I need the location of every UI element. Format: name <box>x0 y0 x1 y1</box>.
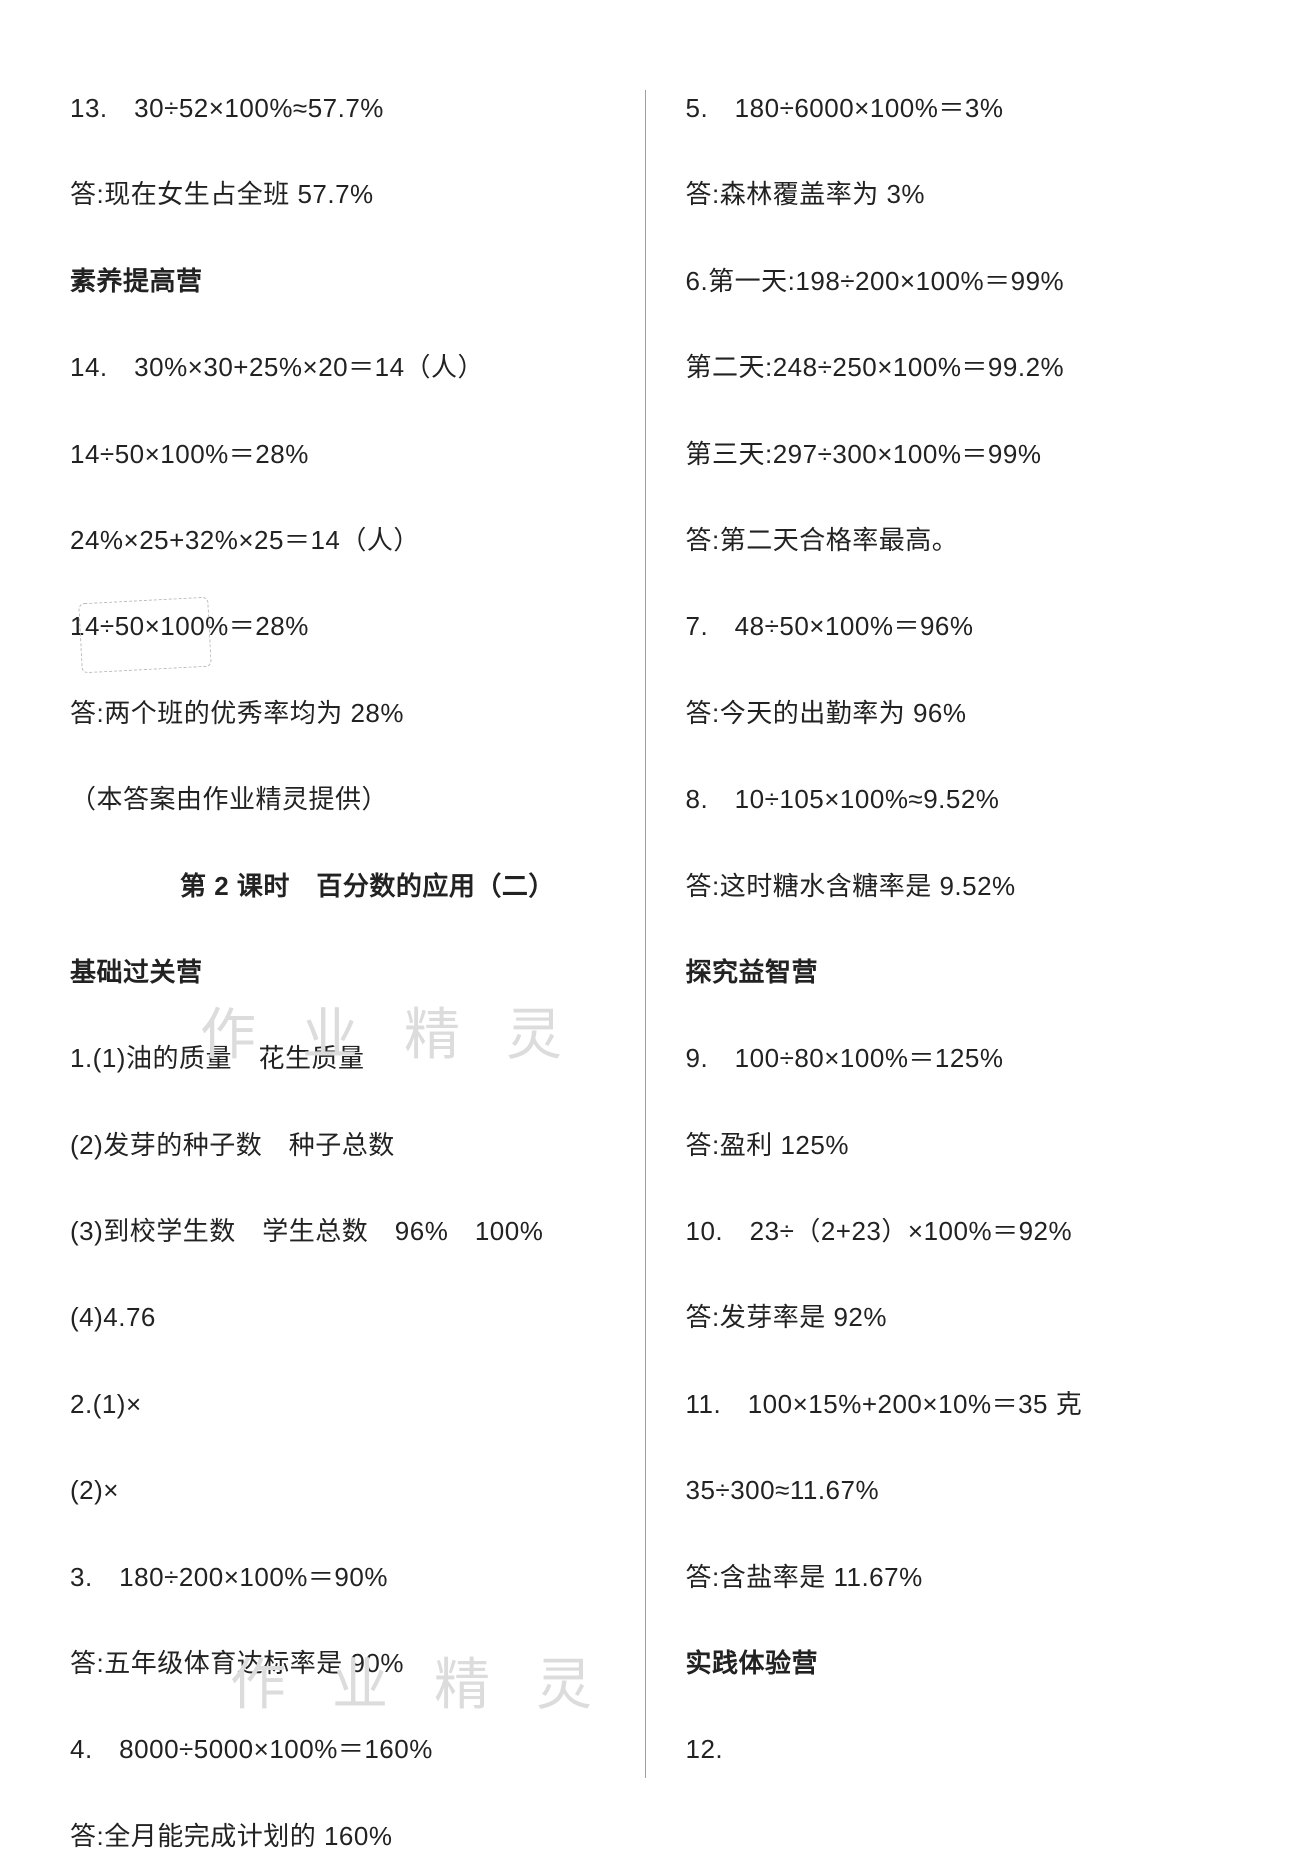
left-column: 13. 30÷52×100%≈57.7% 答:现在女生占全班 57.7% 素养提… <box>70 90 646 1778</box>
q7-answer: 答:今天的出勤率为 96% <box>686 695 1231 731</box>
q1-3: (3)到校学生数 学生总数 96% 100% <box>70 1213 615 1249</box>
q4-answer: 答:全月能完成计划的 160% <box>70 1818 615 1854</box>
q8-answer: 答:这时糖水含糖率是 9.52% <box>686 868 1231 904</box>
q9-eq: 9. 100÷80×100%＝125% <box>686 1040 1231 1076</box>
q14-eq2: 14÷50×100%＝28% <box>70 436 615 472</box>
q11-eq2: 35÷300≈11.67% <box>686 1472 1231 1508</box>
q6-day1: 6.第一天:198÷200×100%＝99% <box>686 263 1231 299</box>
q8-eq: 8. 10÷105×100%≈9.52% <box>686 781 1231 817</box>
q11-eq1: 11. 100×15%+200×10%＝35 克 <box>686 1386 1231 1422</box>
q1-2: (2)发芽的种子数 种子总数 <box>70 1127 615 1163</box>
q2-1: 2.(1)× <box>70 1386 615 1422</box>
q14-eq3: 24%×25+32%×25＝14（人） <box>70 522 615 558</box>
q12: 12. <box>686 1731 1231 1767</box>
q9-answer: 答:盈利 125% <box>686 1127 1231 1163</box>
q1-4: (4)4.76 <box>70 1299 615 1335</box>
q7-eq: 7. 48÷50×100%＝96% <box>686 608 1231 644</box>
section-heading-tanjiu: 探究益智营 <box>686 954 1231 990</box>
q14-eq4: 14÷50×100%＝28% <box>70 608 615 644</box>
q13-answer: 答:现在女生占全班 57.7% <box>70 176 615 212</box>
q13-equation: 13. 30÷52×100%≈57.7% <box>70 90 615 126</box>
section-heading-suyang: 素养提高营 <box>70 263 615 299</box>
q5-eq: 5. 180÷6000×100%＝3% <box>686 90 1231 126</box>
q1-1: 1.(1)油的质量 花生质量 <box>70 1040 615 1076</box>
q6-answer: 答:第二天合格率最高。 <box>686 522 1231 558</box>
q2-2: (2)× <box>70 1472 615 1508</box>
q3-eq: 3. 180÷200×100%＝90% <box>70 1559 615 1595</box>
provider-note: （本答案由作业精灵提供） <box>70 781 615 817</box>
section-heading-jichu: 基础过关营 <box>70 954 615 990</box>
q10-answer: 答:发芽率是 92% <box>686 1299 1231 1335</box>
section-heading-shijian: 实践体验营 <box>686 1645 1231 1681</box>
q6-day2: 第二天:248÷250×100%＝99.2% <box>686 349 1231 385</box>
q10-eq: 10. 23÷（2+23）×100%＝92% <box>686 1213 1231 1249</box>
right-column: 5. 180÷6000×100%＝3% 答:森林覆盖率为 3% 6.第一天:19… <box>646 90 1231 1778</box>
q14-answer: 答:两个班的优秀率均为 28% <box>70 695 615 731</box>
q14-eq1: 14. 30%×30+25%×20＝14（人） <box>70 349 615 385</box>
worksheet-page: 13. 30÷52×100%≈57.7% 答:现在女生占全班 57.7% 素养提… <box>0 0 1300 1838</box>
q3-answer: 答:五年级体育达标率是 90% <box>70 1645 615 1681</box>
q4-eq: 4. 8000÷5000×100%＝160% <box>70 1731 615 1767</box>
q6-day3: 第三天:297÷300×100%＝99% <box>686 436 1231 472</box>
q11-answer: 答:含盐率是 11.67% <box>686 1559 1231 1595</box>
q5-answer: 答:森林覆盖率为 3% <box>686 176 1231 212</box>
lesson-heading: 第 2 课时 百分数的应用（二） <box>70 868 615 904</box>
